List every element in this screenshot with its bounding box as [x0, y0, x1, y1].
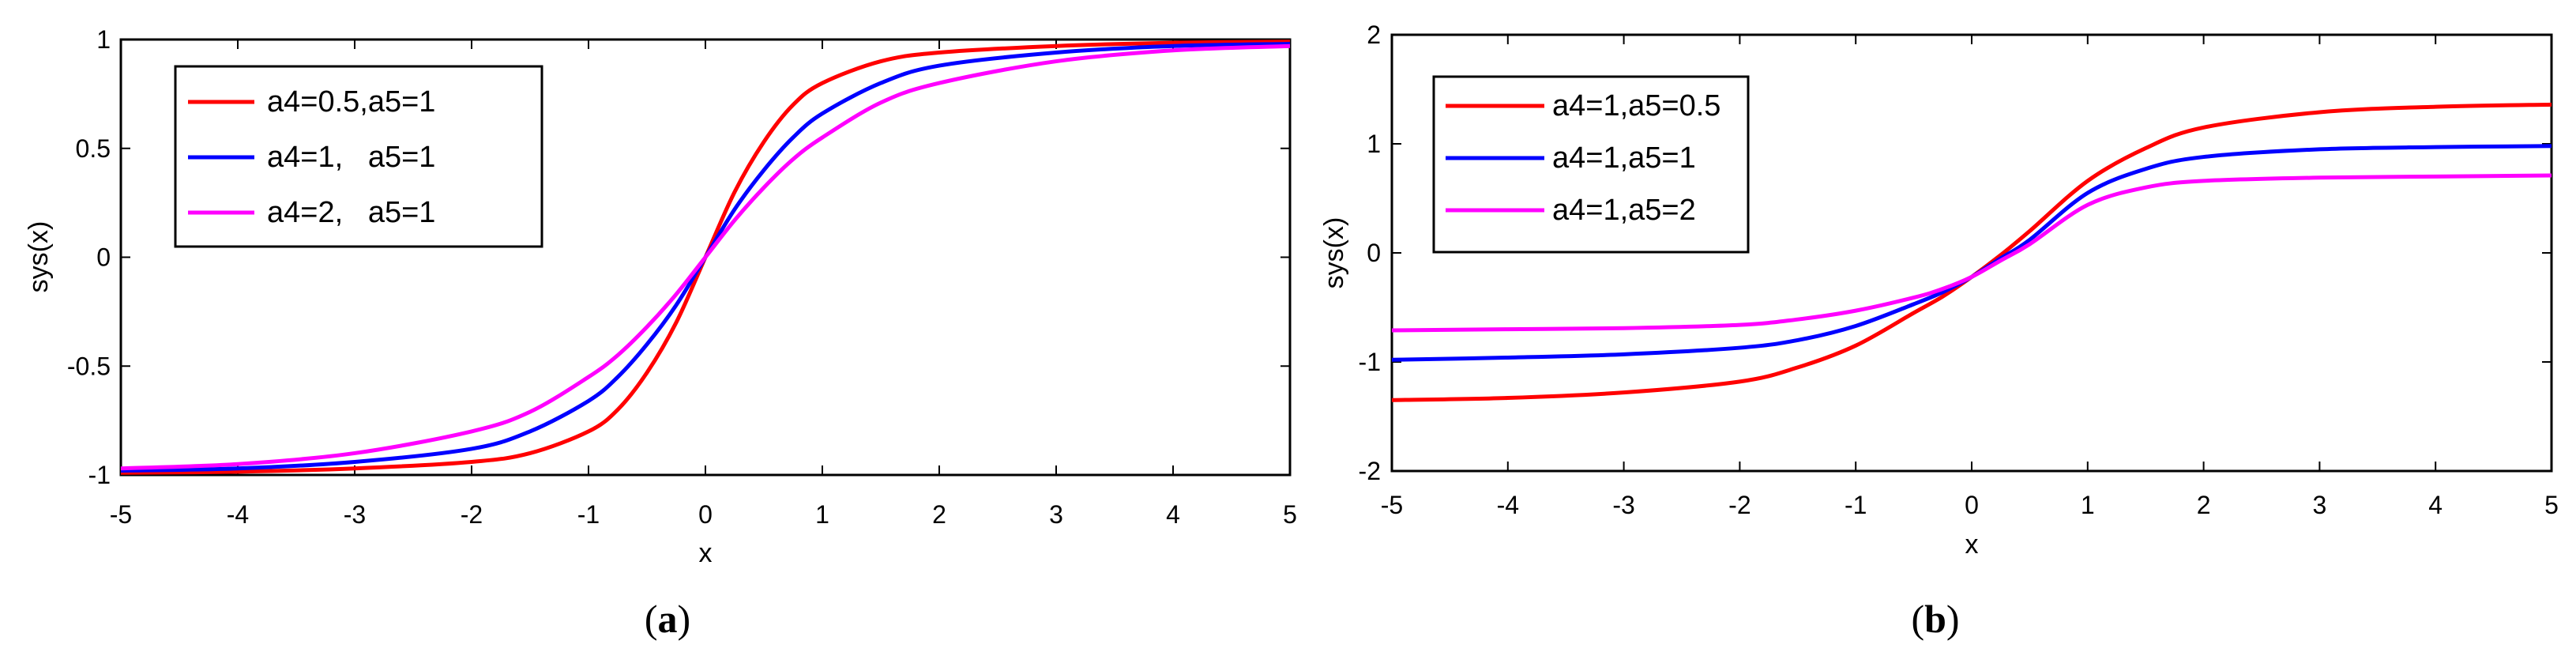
x-tick-label: 4 [2428, 491, 2442, 519]
y-tick-label: -1 [1359, 348, 1381, 376]
x-tick-label: 1 [815, 500, 829, 529]
x-tick-label: 2 [932, 500, 946, 529]
legend-label-b-1: a4=1,a5=0.5 [1552, 89, 1720, 122]
caption-letter-a: a [658, 597, 678, 641]
x-tick-label: -3 [1612, 491, 1634, 519]
x-tick-labels-a: -5 -4 -3 -2 -1 0 1 2 3 4 5 [110, 40, 1297, 529]
y-tick-label: 0.5 [76, 134, 111, 163]
series-line-b-3 [1391, 173, 2552, 333]
y-axis-label-b: sys(x) [1319, 217, 1349, 289]
chart-panel-b: -5 -4 -3 -2 -1 0 1 2 3 4 5 2 1 0 -1 -2 x sys(x) a4=1,a… [1319, 21, 2559, 641]
x-tick-label: -5 [1381, 491, 1403, 519]
chart-panel-a: -5 -4 -3 -2 -1 0 1 2 3 4 5 1 0.5 0 -0.5 -1 x sys(x) a4… [24, 25, 1297, 641]
y-tick-label: -1 [88, 461, 111, 489]
x-tick-label: -2 [1728, 491, 1751, 519]
caption-b: (b) [1911, 597, 1959, 641]
x-tick-label: -5 [110, 500, 132, 529]
legend-items-b: a4=1,a5=0.5 a4=1,a5=1 a4=1,a5=2 [1446, 89, 1720, 227]
x-tick-label: 0 [698, 500, 713, 529]
x-axis-label-b: x [1965, 529, 1979, 560]
series-lines-a [120, 40, 1291, 475]
caption-a: (a) [645, 597, 690, 641]
legend-b: a4=1,a5=0.5 a4=1,a5=1 a4=1,a5=2 [1432, 75, 1750, 254]
x-tick-label: 2 [2197, 491, 2211, 519]
legend-label-a-3: a4=2, a5=1 [267, 196, 435, 229]
x-tick-label: 1 [2081, 491, 2095, 519]
x-tick-label: -4 [1497, 491, 1519, 519]
x-tick-label: -4 [227, 500, 249, 529]
y-tick-label: -0.5 [67, 352, 111, 380]
y-tick-label: 0 [1367, 239, 1381, 267]
y-tick-label: 1 [1367, 130, 1381, 158]
x-tick-label: -1 [1845, 491, 1867, 519]
x-tick-label: 5 [2544, 491, 2559, 519]
x-tick-label: -3 [344, 500, 366, 529]
y-tick-label: 2 [1367, 21, 1381, 49]
y-tick-label: 0 [96, 243, 111, 272]
x-axis-label-a: x [699, 538, 713, 568]
y-tick-label: 1 [96, 25, 111, 54]
legend-label-b-2: a4=1,a5=1 [1552, 141, 1696, 175]
series-lines-b [1391, 102, 2552, 402]
x-tick-label: 4 [1166, 500, 1180, 529]
x-tick-label: 5 [1283, 500, 1297, 529]
x-tick-label: 3 [2313, 491, 2327, 519]
legend-label-a-1: a4=0.5,a5=1 [267, 85, 435, 119]
y-tick-label: -2 [1359, 457, 1381, 485]
x-tick-label: -1 [577, 500, 600, 529]
legend-items-a: a4=0.5,a5=1 a4=1, a5=1 a4=2, a5=1 [188, 85, 435, 229]
x-tick-label: -2 [461, 500, 483, 529]
y-tick-labels-a: 1 0.5 0 -0.5 -1 [67, 25, 1290, 489]
legend-a: a4=0.5,a5=1 a4=1, a5=1 a4=2, a5=1 [174, 65, 543, 248]
legend-label-b-3: a4=1,a5=2 [1552, 194, 1696, 227]
x-tick-labels-b: -5 -4 -3 -2 -1 0 1 2 3 4 5 [1381, 35, 2559, 519]
y-axis-label-a: sys(x) [24, 221, 54, 293]
legend-label-a-2: a4=1, a5=1 [267, 141, 435, 174]
series-line-a-3 [120, 43, 1291, 471]
x-tick-label: 3 [1049, 500, 1063, 529]
x-tick-label: 0 [1965, 491, 1979, 519]
y-tick-labels-b: 2 1 0 -1 -2 [1359, 21, 2552, 485]
caption-letter-b: b [1924, 597, 1946, 641]
